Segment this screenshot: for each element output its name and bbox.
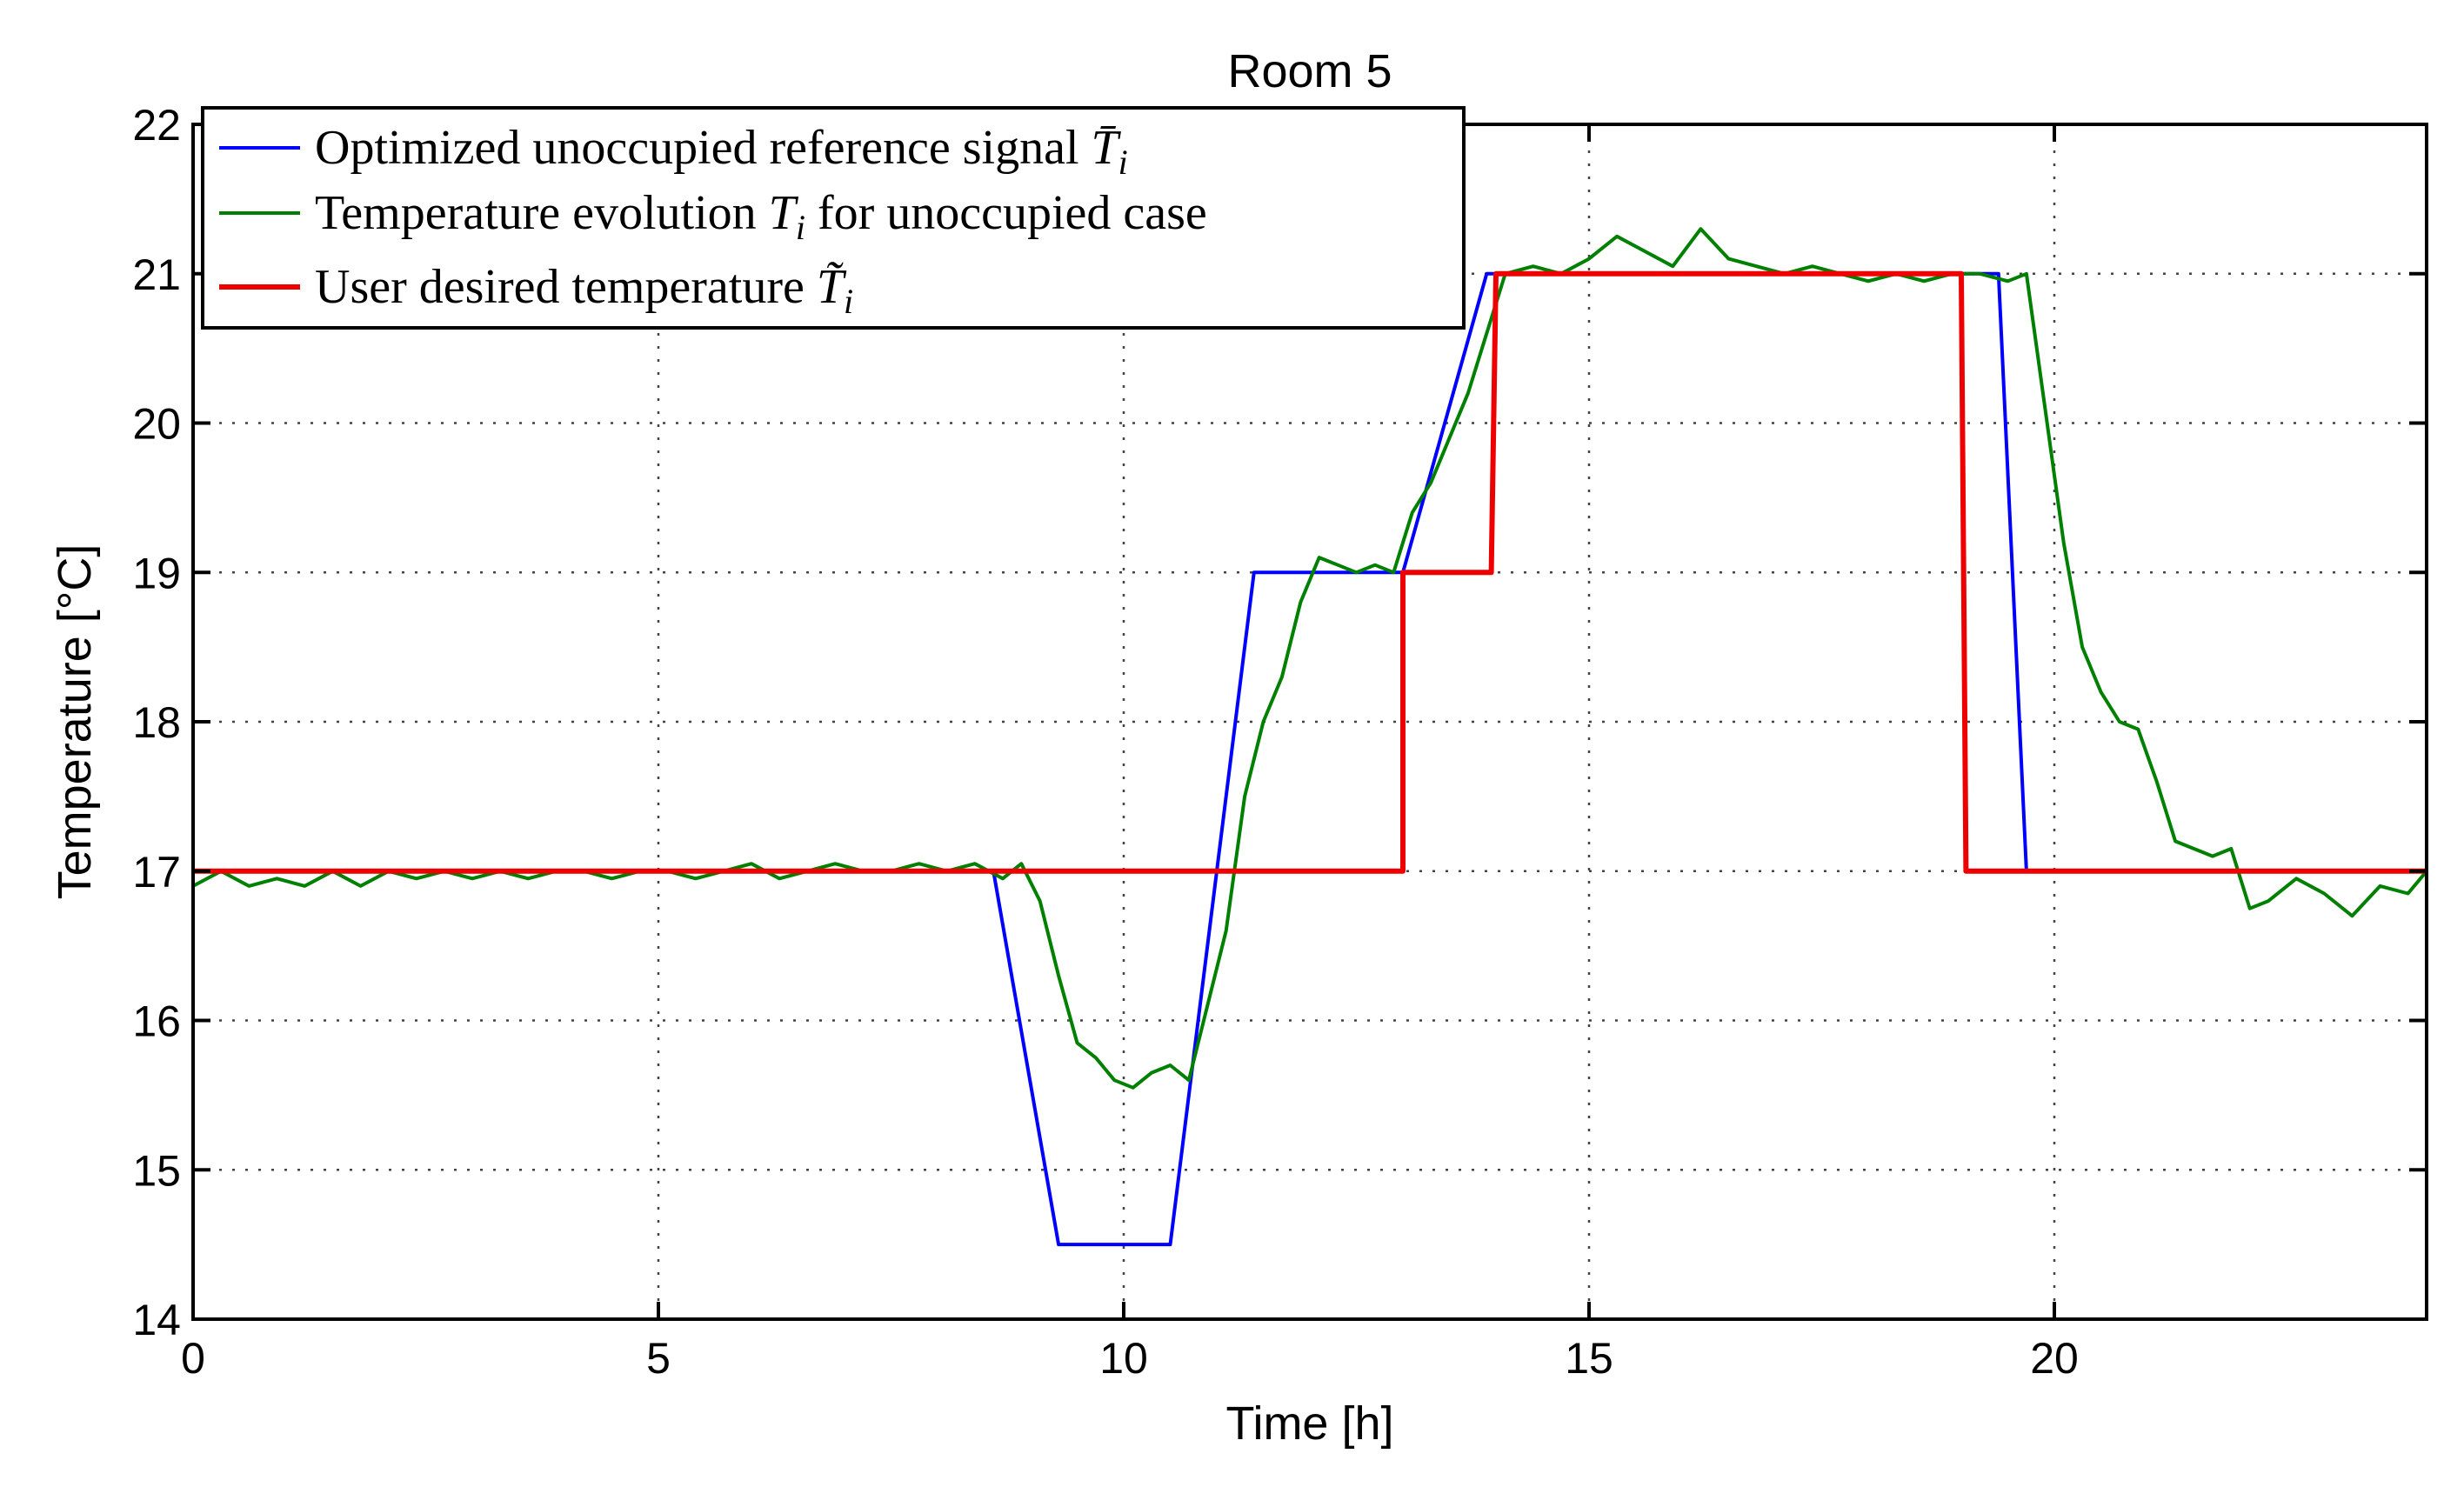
x-tick-label: 15 [1565, 1334, 1613, 1383]
legend-name: Optimized unoccupied reference signal [315, 121, 1079, 175]
y-tick-label: 14 [132, 1296, 181, 1344]
y-tick-label: 17 [132, 848, 181, 897]
x-tick-label: 20 [2030, 1334, 2079, 1383]
x-tick-label: 5 [646, 1334, 671, 1383]
legend-gap [805, 260, 817, 314]
y-tick-label: 21 [132, 250, 181, 299]
y-tick-label: 18 [132, 698, 181, 747]
legend-gap [757, 186, 769, 240]
legend: Optimized unoccupied reference signal T̄… [201, 106, 1466, 330]
chart-title: Room 5 [1227, 45, 1392, 97]
axis-ticks: 0 5 10 15 20 14 15 16 17 18 19 20 21 22 [132, 101, 2427, 1383]
legend-subscript: i [844, 282, 853, 321]
y-axis-label: Temperature [°C] [49, 544, 101, 900]
legend-entry: Optimized unoccupied reference signal T̄… [315, 121, 1128, 182]
desired-temperature-line [193, 270, 2427, 874]
legend-name: Temperature evolution [315, 186, 757, 240]
x-tick-label: 0 [181, 1334, 205, 1383]
legend-symbol: T̄ [1092, 121, 1122, 175]
y-tick-label: 19 [132, 549, 181, 597]
legend-name: User desired temperature [315, 260, 805, 314]
y-tick-label: 20 [132, 400, 181, 449]
legend-symbol: T̃ [817, 260, 847, 314]
legend-subscript: i [796, 208, 805, 247]
legend-entry: Temperature evolution Ti for unoccupied … [315, 186, 1207, 247]
legend-box [201, 106, 1466, 330]
reference-signal-line [193, 271, 2427, 1247]
temperature-evolution-line [192, 227, 2428, 1090]
y-tick-label: 22 [132, 101, 181, 150]
legend-entry: User desired temperature T̃i [315, 260, 853, 321]
legend-gap [1079, 121, 1092, 175]
x-axis-label: Time [h] [1225, 1397, 1393, 1450]
legend-name-suffix: for unoccupied case [818, 186, 1207, 240]
y-tick-label: 16 [132, 997, 181, 1046]
series-lines [192, 227, 2428, 1247]
legend-subscript: i [1118, 143, 1128, 182]
legend-gap [805, 186, 818, 240]
y-tick-label: 15 [132, 1146, 181, 1195]
legend-symbol: T [769, 186, 799, 240]
x-tick-label: 10 [1099, 1334, 1148, 1383]
